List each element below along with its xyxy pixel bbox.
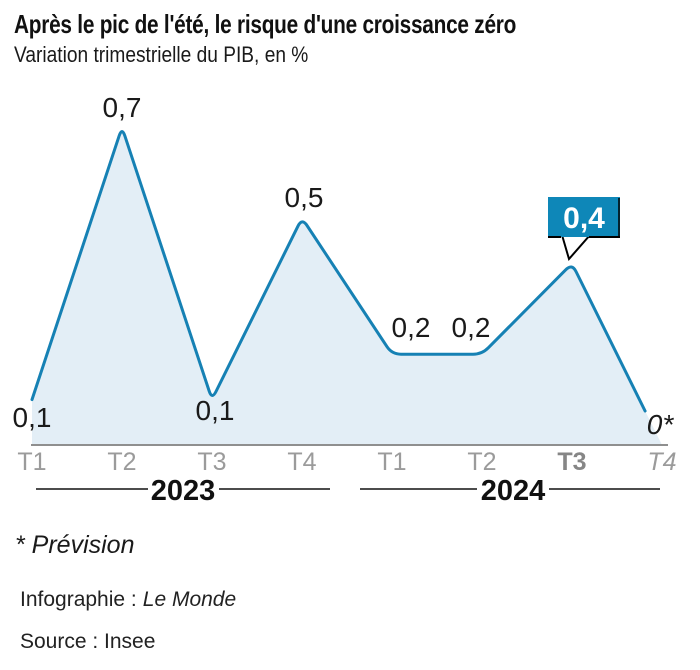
tick-label: T2 — [467, 448, 496, 476]
source-line: Source : Insee — [20, 630, 156, 653]
value-label: 0,5 — [285, 182, 324, 213]
highlighted-value-label: 0,4 — [563, 202, 605, 235]
value-label: 0,1 — [13, 402, 52, 433]
tick-label: T2 — [107, 448, 136, 476]
forecast-footnote: * Prévision — [15, 531, 135, 559]
tick-label: T4 — [287, 448, 316, 476]
credit-prefix: Infographie : — [20, 588, 137, 611]
tick-label: T3 — [197, 448, 226, 476]
tick-label: T3 — [557, 448, 586, 476]
year-label: 2023 — [151, 475, 216, 507]
page-subtitle: Variation trimestrielle du PIB, en % — [14, 42, 309, 67]
credit-line: Infographie : Le Monde — [20, 588, 236, 612]
tick-label: T4 — [647, 448, 676, 476]
value-label: 0,1 — [196, 395, 235, 426]
callout-tail — [560, 234, 593, 262]
page-title: Après le pic de l'été, le risque d'une c… — [14, 9, 517, 39]
callout-box — [548, 197, 620, 237]
value-label: 0,7 — [103, 92, 142, 123]
value-label: 0,2 — [392, 312, 431, 343]
tick-label: T1 — [17, 448, 46, 476]
gdp-line — [30, 129, 647, 413]
value-label: 0* — [647, 409, 675, 440]
year-label: 2024 — [481, 475, 546, 507]
tick-label: T1 — [377, 448, 406, 476]
value-label: 0,2 — [452, 312, 491, 343]
credit-name: Le Monde — [142, 588, 237, 611]
